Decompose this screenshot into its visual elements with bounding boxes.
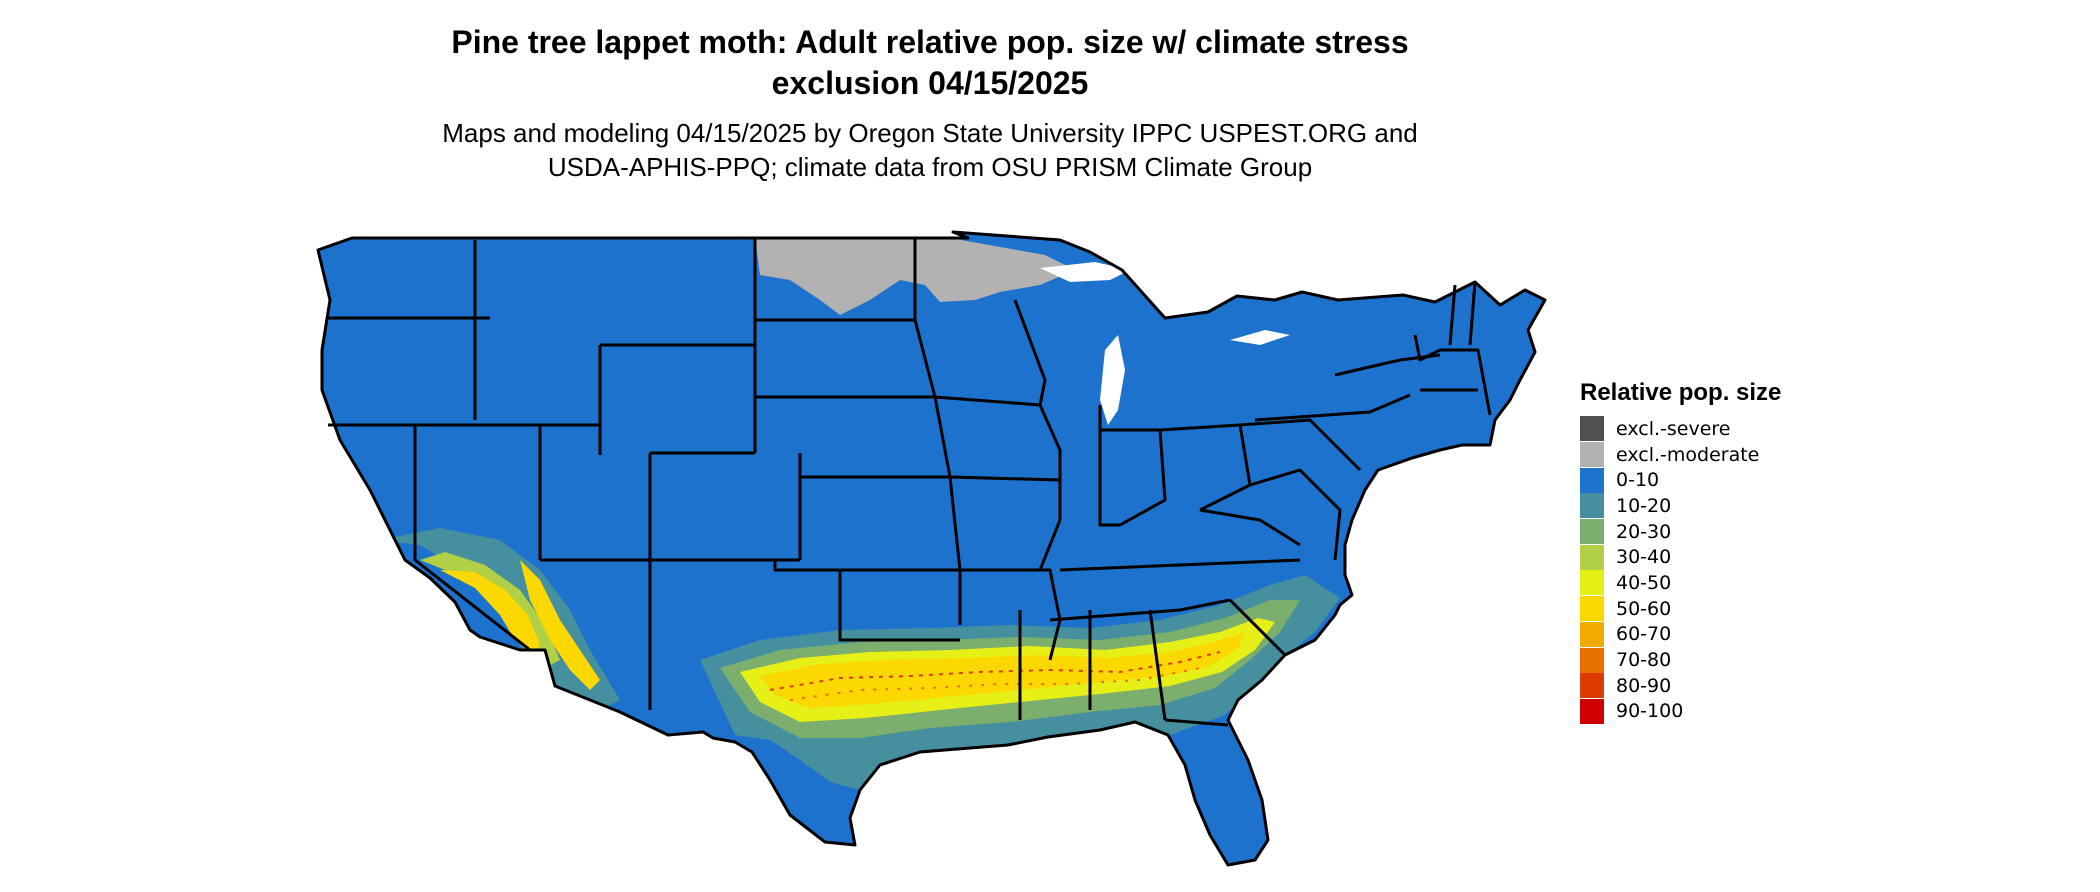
suitability-band-50-60 bbox=[760, 632, 1245, 708]
map-subtitle-line-1: Maps and modeling 04/15/2025 by Oregon S… bbox=[442, 118, 1418, 148]
legend-item: 70-80 bbox=[1580, 647, 1781, 673]
legend-label: 60-70 bbox=[1616, 623, 1672, 646]
legend-item: 30-40 bbox=[1580, 544, 1781, 570]
legend-item: 90-100 bbox=[1580, 698, 1781, 725]
legend-items: excl.-severe excl.-moderate 0-10 10-20 2… bbox=[1580, 416, 1781, 724]
legend-swatch bbox=[1580, 596, 1604, 622]
legend-label: excl.-severe bbox=[1616, 417, 1731, 440]
legend-swatch bbox=[1580, 647, 1604, 673]
legend-item: 60-70 bbox=[1580, 621, 1781, 648]
suitability-spots-80-90 bbox=[769, 651, 1221, 691]
lake-erie-ontario bbox=[1230, 330, 1290, 345]
legend-item: excl.-severe bbox=[1580, 416, 1781, 442]
map-title-line-2: exclusion 04/15/2025 bbox=[771, 65, 1089, 101]
legend-swatch bbox=[1580, 621, 1604, 647]
legend-label: 80-90 bbox=[1616, 674, 1672, 697]
legend-swatch bbox=[1580, 493, 1604, 519]
legend-label: 30-40 bbox=[1616, 546, 1672, 569]
legend: Relative pop. size excl.-severe excl.-mo… bbox=[1580, 378, 1781, 724]
suitability-spots-70-80 bbox=[789, 667, 1201, 701]
suitability-az-50-60 bbox=[520, 560, 600, 690]
legend-item: excl.-moderate bbox=[1580, 442, 1781, 468]
legend-swatch bbox=[1580, 442, 1604, 468]
state-borders bbox=[316, 230, 1547, 867]
legend-swatch bbox=[1580, 673, 1604, 699]
legend-item: 40-50 bbox=[1580, 570, 1781, 596]
title-block: Pine tree lappet moth: Adult relative po… bbox=[0, 22, 1860, 184]
us-landmass bbox=[318, 232, 1545, 865]
legend-label: 10-20 bbox=[1616, 494, 1672, 517]
legend-item: 0-10 bbox=[1580, 467, 1781, 493]
legend-swatch bbox=[1580, 467, 1604, 493]
legend-swatch bbox=[1580, 544, 1604, 570]
legend-label: 20-30 bbox=[1616, 520, 1672, 543]
suitability-west-50-60 bbox=[440, 570, 540, 655]
suitability-west-10-20 bbox=[380, 528, 620, 710]
legend-label: 90-100 bbox=[1616, 700, 1684, 723]
legend-swatch bbox=[1580, 519, 1604, 545]
lake-superior bbox=[1040, 262, 1130, 282]
legend-swatch bbox=[1580, 570, 1604, 596]
legend-label: 70-80 bbox=[1616, 649, 1672, 672]
lake-michigan bbox=[1100, 335, 1125, 425]
legend-item: 80-90 bbox=[1580, 673, 1781, 699]
legend-item: 20-30 bbox=[1580, 519, 1781, 545]
legend-label: 0-10 bbox=[1616, 469, 1660, 492]
map-title-line-1: Pine tree lappet moth: Adult relative po… bbox=[451, 24, 1409, 60]
legend-title: Relative pop. size bbox=[1580, 379, 1782, 406]
legend-label: excl.-moderate bbox=[1616, 443, 1760, 466]
legend-swatch bbox=[1580, 698, 1604, 724]
legend-swatch bbox=[1580, 416, 1604, 442]
legend-item: 10-20 bbox=[1580, 493, 1781, 519]
map-subtitle-line-2: USDA-APHIS-PPQ; climate data from OSU PR… bbox=[547, 152, 1313, 182]
legend-label: 50-60 bbox=[1616, 597, 1672, 620]
legend-item: 50-60 bbox=[1580, 596, 1781, 622]
legend-label: 40-50 bbox=[1616, 571, 1672, 594]
